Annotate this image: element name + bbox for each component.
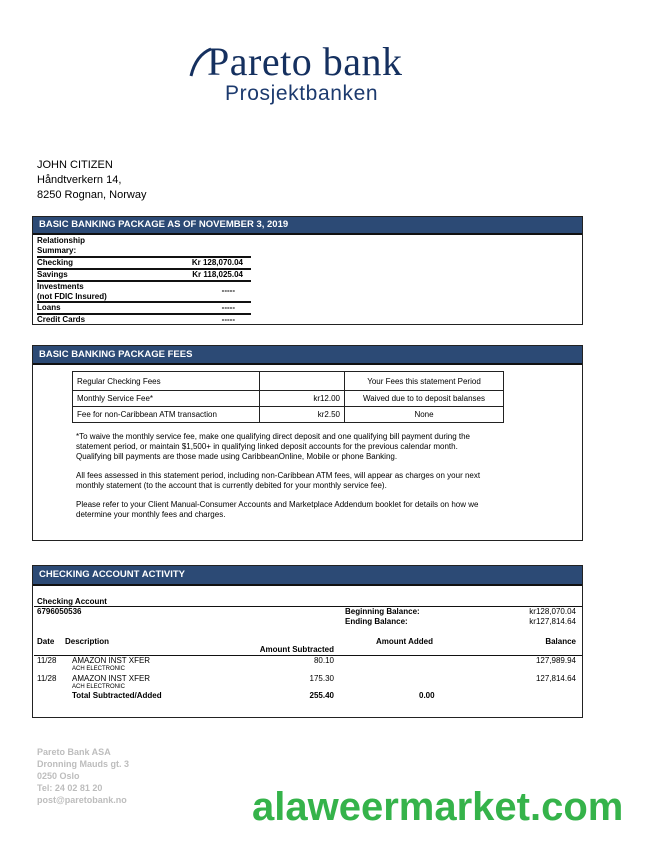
footer-line: 0250 Oslo — [37, 771, 80, 781]
footer-line: Tel: 24 02 81 20 — [37, 783, 103, 793]
summary-header: BASIC BANKING PACKAGE AS OF NOVEMBER 3, … — [33, 217, 582, 235]
col-balance: Balance — [545, 637, 576, 646]
summary-row-checking: Checking Kr 128,070.04 — [37, 256, 251, 269]
summary-row-loans: Loans ----- — [37, 301, 251, 314]
total-added: 0.00 — [419, 691, 435, 700]
fee-amount: kr12.00 — [259, 390, 345, 407]
logo-tagline: Prosjektbanken — [225, 82, 379, 105]
fees-section: BASIC BANKING PACKAGE FEES — [32, 345, 583, 541]
watermark: alaweermarket.com — [252, 785, 624, 829]
row-value: ----- — [221, 303, 235, 312]
txn-description: AMAZON INST XFER — [72, 674, 151, 683]
summary-row-credit-cards: Credit Cards ----- — [37, 313, 251, 325]
fees-header: BASIC BANKING PACKAGE FEES — [33, 346, 582, 365]
fees-notes: *To waive the monthly service fee, make … — [76, 432, 486, 529]
ending-balance-label: Ending Balance: — [345, 617, 408, 626]
txn-date: 11/28 — [37, 656, 57, 665]
txn-date: 11/28 — [37, 674, 57, 683]
beginning-balance-label: Beginning Balance: — [345, 607, 420, 616]
fee-yours: None — [344, 406, 504, 423]
logo-name: Pareto bank — [207, 39, 403, 84]
summary-row-investments: Investments (not FDIC Insured) ----- — [37, 280, 251, 302]
fee-name: Monthly Service Fee* — [72, 390, 260, 407]
txn-balance: 127,989.94 — [535, 656, 576, 665]
customer-city: 8250 Rognan, Norway — [37, 189, 147, 201]
fee-row: Monthly Service Fee* kr12.00 Waived due to… — [72, 390, 504, 407]
row-label: Savings — [37, 270, 68, 279]
activity-header: CHECKING ACCOUNT ACTIVITY — [33, 566, 582, 586]
account-label: Checking Account — [37, 597, 107, 606]
footer-line: Pareto Bank ASA — [37, 747, 111, 757]
activity-section: CHECKING ACCOUNT ACTIVITY — [32, 565, 583, 718]
row-label: Credit Cards — [37, 315, 86, 324]
row-value: Kr 118,025.04 — [192, 270, 243, 279]
customer-name: JOHN CITIZEN — [37, 159, 113, 171]
row-label: Checking — [37, 258, 74, 267]
row-label: Investments — [37, 282, 84, 291]
summary-title-1: Relationship — [37, 236, 86, 245]
row-label-2: (not FDIC Insured) — [37, 292, 107, 301]
fee-amount: kr2.50 — [259, 406, 345, 423]
txn-description: AMAZON INST XFER — [72, 656, 151, 665]
footer-line: post@paretobank.no — [37, 795, 127, 805]
fees-col-header: Regular Checking Fees — [72, 371, 260, 391]
total-subtracted: 255.40 — [309, 691, 334, 700]
col-description: Description — [65, 637, 110, 646]
logo-swoosh-icon — [189, 47, 212, 77]
row-value: ----- — [221, 286, 235, 295]
fees-col-header: Your Fees this statement Period — [344, 371, 504, 391]
txn-subtracted: 175.30 — [309, 674, 334, 683]
fee-note: *To waive the monthly service fee, make … — [76, 432, 471, 461]
col-date: Date — [37, 637, 55, 646]
ending-balance-value: kr127,814.64 — [529, 617, 576, 626]
customer-address: JOHN CITIZEN Håndtverkern 14, 8250 Rogna… — [37, 158, 146, 203]
txn-subtype: ACH ELECTRONIC — [72, 684, 126, 690]
row-value: Kr 128,070.04 — [191, 258, 243, 267]
col-subtracted: Amount Subtracted — [259, 645, 334, 654]
fees-table: Regular Checking Fees Your Fees this stat… — [72, 371, 504, 423]
row-label: Loans — [37, 303, 61, 312]
fee-yours: Waived due to to deposit balanses — [344, 390, 504, 407]
row-value: ----- — [221, 315, 235, 324]
fee-note: Please refer to your Client Manual-Consu… — [76, 500, 479, 519]
account-number: 6796050536 — [37, 607, 82, 616]
txn-balance: 127,814.64 — [535, 674, 576, 683]
summary-title: Relationship Summary: — [37, 236, 85, 256]
txn-subtracted: 80.10 — [313, 656, 334, 665]
total-label: Total Subtracted/Added — [72, 691, 162, 700]
fee-note: All fees assessed in this statement peri… — [76, 471, 481, 490]
summary-title-2: Summary: — [37, 246, 77, 255]
txn-subtype: ACH ELECTRONIC — [72, 666, 126, 672]
beginning-balance-value: kr128,070.04 — [529, 607, 576, 616]
summary-section: BASIC BANKING PACKAGE AS OF NOVEMBER 3, … — [32, 216, 583, 325]
bank-footer: Pareto Bank ASA Dronning Mauds gt. 3 025… — [37, 746, 129, 806]
col-added: Amount Added — [375, 637, 433, 646]
fee-name: Fee for non-Caribbean ATM transaction — [72, 406, 260, 423]
customer-street: Håndtverkern 14, — [37, 174, 122, 186]
footer-line: Dronning Mauds gt. 3 — [37, 759, 129, 769]
fee-row: Fee for non-Caribbean ATM transaction kr2… — [72, 406, 504, 423]
summary-row-savings: Savings Kr 118,025.04 — [37, 268, 251, 281]
